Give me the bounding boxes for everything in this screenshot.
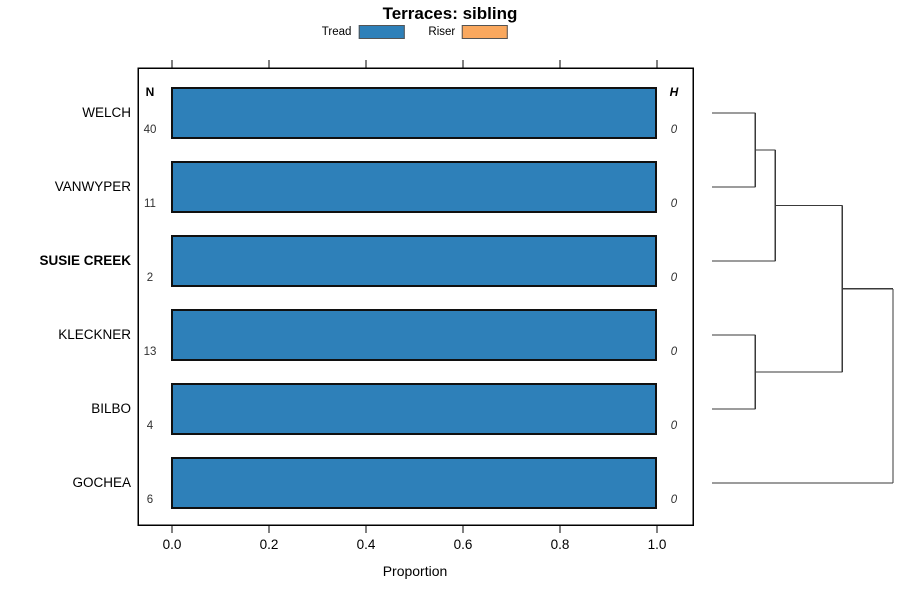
n-value: 2 (146, 272, 154, 284)
x-axis-label: Proportion (382, 563, 448, 579)
h-value: 0 (670, 346, 678, 358)
tread-bar (171, 383, 657, 435)
h-value: 0 (670, 494, 678, 506)
n-value: 40 (143, 124, 157, 136)
legend-label-riser: Riser (428, 26, 456, 38)
h-value: 0 (670, 124, 678, 136)
h-value: 0 (670, 198, 678, 210)
tread-bar (171, 161, 657, 213)
x-axis-tick-label: 0.6 (453, 537, 473, 552)
legend-label-tread: Tread (321, 26, 352, 38)
chart-title: Terraces: sibling (382, 4, 518, 23)
x-axis-tick-label: 0.4 (356, 537, 376, 552)
legend: Tread Riser (322, 25, 509, 39)
category-label: VANWYPER (54, 179, 131, 194)
tread-bar (171, 235, 657, 287)
tread-bar (171, 87, 657, 139)
tread-bar (171, 309, 657, 361)
n-value: 4 (146, 420, 154, 432)
plot-box (137, 67, 694, 526)
category-label: KLECKNER (58, 327, 131, 342)
legend-item-riser: Riser (428, 25, 509, 39)
x-axis-tick-label: 0.2 (259, 537, 279, 552)
legend-item-tread: Tread (322, 25, 405, 39)
x-axis-tick-label: 0.8 (550, 537, 570, 552)
x-axis-tick-label: 0.0 (162, 537, 182, 552)
category-label: WELCH (82, 105, 131, 120)
n-value: 11 (144, 198, 156, 210)
tread-bar (171, 457, 657, 509)
category-label: GOCHEA (72, 475, 131, 490)
legend-swatch-riser (462, 25, 509, 39)
h-value: 0 (670, 420, 678, 432)
h-value: 0 (670, 272, 678, 284)
n-column-header: N (145, 85, 155, 99)
legend-swatch-tread (358, 25, 405, 39)
h-column-header: H (669, 85, 679, 99)
category-label: SUSIE CREEK (39, 253, 131, 268)
n-value: 6 (146, 494, 154, 506)
n-value: 13 (143, 346, 157, 358)
category-label: BILBO (91, 401, 131, 416)
x-axis-tick-label: 1.0 (647, 537, 667, 552)
